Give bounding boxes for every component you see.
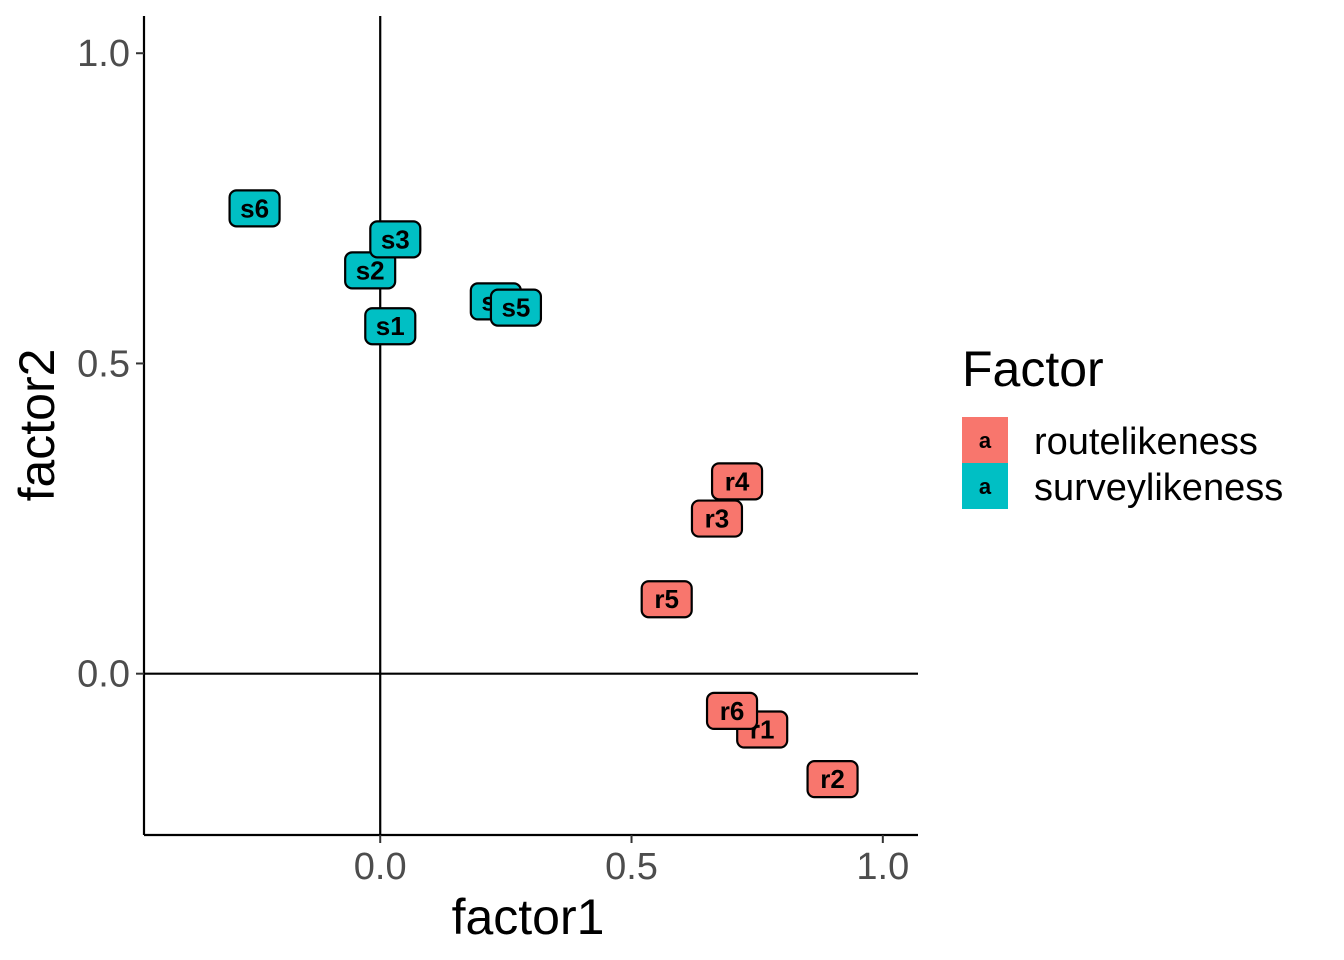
point-label-box	[364, 307, 417, 346]
point-label-box	[690, 499, 744, 538]
point-r4: r4	[710, 462, 764, 501]
point-label-text: r4	[725, 466, 750, 496]
point-label-box	[640, 580, 693, 619]
legend-title: Factor	[962, 341, 1104, 397]
point-label-box	[369, 220, 422, 259]
point-label-box	[228, 189, 281, 228]
point-label-box	[710, 462, 764, 501]
x-axis-title: factor1	[452, 889, 605, 945]
x-tick-label: 0.5	[605, 846, 658, 888]
legend-entries: a routelikeness a surveylikeness	[962, 417, 1283, 509]
point-label-text: s6	[240, 193, 269, 223]
legend: Factor a routelikeness a surveylikeness	[962, 341, 1283, 509]
point-label-text: s1	[376, 311, 405, 341]
legend-item-label: routelikeness	[1034, 421, 1258, 463]
data-points: r1r2r3r4r5r6s1s2s3s4s5s6	[228, 189, 859, 799]
point-label-text: s2	[356, 255, 385, 285]
point-s6: s6	[228, 189, 281, 228]
point-label-text: s5	[501, 293, 530, 323]
y-axis-title: factor2	[9, 349, 65, 502]
point-label-text: r2	[820, 764, 845, 794]
y-tick-label: 0.0	[77, 654, 130, 696]
x-tick-label: 1.0	[856, 846, 909, 888]
y-tick-label: 0.5	[77, 343, 130, 385]
point-s3: s3	[369, 220, 422, 259]
legend-key	[962, 463, 1008, 509]
legend-item-routelikeness: a routelikeness	[962, 417, 1258, 463]
legend-item-label: surveylikeness	[1034, 467, 1283, 509]
point-r3: r3	[690, 499, 744, 538]
point-label-text: r3	[705, 504, 730, 534]
point-label-text: r6	[720, 696, 745, 726]
point-label-text: r5	[654, 584, 679, 614]
point-label-text: s3	[381, 224, 410, 254]
point-r6: r6	[705, 691, 759, 731]
x-tick-label: 0.0	[354, 846, 407, 888]
point-s5: s5	[489, 288, 543, 327]
point-label-box	[705, 691, 759, 731]
point-label-box	[489, 288, 543, 327]
legend-item-surveylikeness: a surveylikeness	[962, 463, 1283, 509]
legend-key-glyph: a	[979, 428, 992, 453]
reference-lines	[144, 16, 918, 835]
point-r2: r2	[806, 760, 859, 799]
point-r5: r5	[640, 580, 693, 619]
point-s1: s1	[364, 307, 417, 346]
point-label-box	[806, 760, 859, 799]
y-tick-label: 1.0	[77, 33, 130, 75]
legend-key-glyph: a	[979, 474, 992, 499]
legend-key	[962, 417, 1008, 463]
axes: 0.0 0.5 1.0 0.0 0.5 1.0	[77, 16, 918, 888]
